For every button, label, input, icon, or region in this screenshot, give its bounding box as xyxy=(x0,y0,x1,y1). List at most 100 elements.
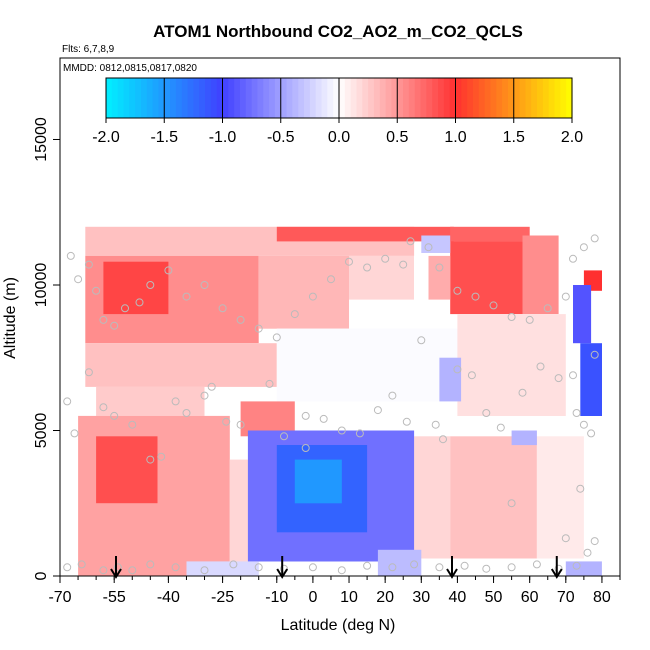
sample-point xyxy=(543,304,552,313)
colorbar-cell xyxy=(461,78,468,118)
sample-point xyxy=(110,321,119,330)
sample-point xyxy=(388,391,397,400)
flight-arrows xyxy=(110,556,563,579)
sample-point xyxy=(77,560,86,569)
plot-area xyxy=(60,58,620,579)
colorbar-cell xyxy=(362,78,369,118)
colorbar-cell xyxy=(263,78,270,118)
flight-arrow xyxy=(550,556,563,579)
colorbar-cell xyxy=(257,78,264,118)
sample-point xyxy=(525,315,534,324)
heatmap-cell xyxy=(186,561,259,576)
sample-point xyxy=(337,566,346,575)
sample-point xyxy=(229,560,238,569)
colorbar-cell xyxy=(455,78,462,118)
sample-point xyxy=(66,251,75,260)
colorbar-cell xyxy=(519,78,526,118)
heatmap-cell xyxy=(85,343,277,387)
sample-point xyxy=(388,563,397,572)
colorbar-tick-label: -1.0 xyxy=(209,129,237,146)
y-tick-label: 0 xyxy=(33,571,50,580)
heatmap-cell xyxy=(103,261,169,315)
colorbar-cell xyxy=(286,78,293,118)
sample-point xyxy=(355,429,364,438)
sample-point xyxy=(482,409,491,417)
sample-point xyxy=(536,362,545,371)
sample-point xyxy=(99,403,108,412)
sample-point xyxy=(280,432,288,441)
colorbar-cell xyxy=(507,78,515,118)
sample-point xyxy=(518,388,527,397)
colorbar-cell xyxy=(222,78,229,118)
sample-point xyxy=(431,420,440,429)
colorbar-cell xyxy=(531,78,538,118)
colorbar-cell xyxy=(356,78,363,118)
sample-point xyxy=(345,257,353,266)
sample-point xyxy=(128,420,137,429)
sample-point xyxy=(135,298,144,307)
colorbar-cell xyxy=(123,78,130,118)
heatmap-cell xyxy=(96,386,205,416)
colorbar-cell xyxy=(542,78,550,118)
sample-point xyxy=(92,286,101,295)
heatmap-cell xyxy=(421,235,451,253)
sample-point xyxy=(453,365,462,374)
colorbar-cell xyxy=(234,78,241,118)
sample-point xyxy=(200,566,209,575)
sample-point xyxy=(110,411,119,420)
colorbar-cell xyxy=(385,78,393,118)
colorbar-cell xyxy=(117,78,125,118)
colorbar-cell xyxy=(199,78,206,118)
x-tick-label: 40 xyxy=(449,589,467,606)
x-axis: -70 -55 -40 -25 -10 0 10 20 30 40 50 60 70 80 xyxy=(48,576,621,606)
sample-point xyxy=(290,310,299,319)
heatmap-cell xyxy=(439,357,462,402)
colorbar-cell xyxy=(140,78,148,118)
sample-point xyxy=(460,561,469,570)
y-axis: 0 5000 10000 15000 xyxy=(33,117,60,580)
heatmap-cell xyxy=(258,255,349,329)
heatmap-cell xyxy=(536,436,584,559)
colorbar-cell xyxy=(111,78,119,118)
colorbar-cell xyxy=(164,78,171,118)
colorbar-tick-label: 1.0 xyxy=(444,129,466,146)
sample-point xyxy=(182,409,191,417)
colorbar-cell xyxy=(106,78,113,118)
y-axis-label: Altitude (m) xyxy=(2,277,19,359)
sample-point xyxy=(146,455,155,464)
sample-point xyxy=(146,281,155,289)
sample-point xyxy=(572,561,581,570)
sample-point xyxy=(164,266,173,275)
sample-point xyxy=(99,315,108,324)
sample-point xyxy=(482,564,491,573)
sample-point xyxy=(327,275,335,284)
sample-point xyxy=(554,374,563,383)
colorbar-cell xyxy=(152,78,160,118)
sample-point xyxy=(561,292,570,301)
sample-point xyxy=(236,315,245,324)
colorbar-tick-label: 0.5 xyxy=(386,129,408,146)
sample-point xyxy=(236,420,245,429)
colorbar-cell xyxy=(432,78,439,118)
sample-point xyxy=(587,429,596,438)
sample-point xyxy=(590,537,599,546)
sample-point xyxy=(572,409,581,417)
colorbar-cell xyxy=(205,78,212,118)
colorbar: -2.0 -1.5 -1.0 -0.5 0.0 0.5 1.0 1.5 2.0 xyxy=(92,77,583,146)
colorbar-cell xyxy=(321,78,328,118)
x-tick-label: 70 xyxy=(557,589,575,606)
colorbar-cell xyxy=(333,78,340,118)
colorbar-cell xyxy=(478,78,486,118)
heatmap-cell xyxy=(276,328,458,402)
sample-point xyxy=(569,371,577,380)
sample-point xyxy=(319,414,328,423)
colorbar-cell xyxy=(327,78,334,118)
sample-point xyxy=(363,561,372,570)
colorbar-tick-label: -2.0 xyxy=(92,129,120,146)
colorbar-cell xyxy=(484,78,492,118)
sample-point xyxy=(308,563,317,572)
y-tick-label: 5000 xyxy=(33,413,50,449)
colorbar-cell xyxy=(304,78,311,118)
heatmap-cell xyxy=(377,549,422,576)
colorbar-cell xyxy=(379,78,387,118)
